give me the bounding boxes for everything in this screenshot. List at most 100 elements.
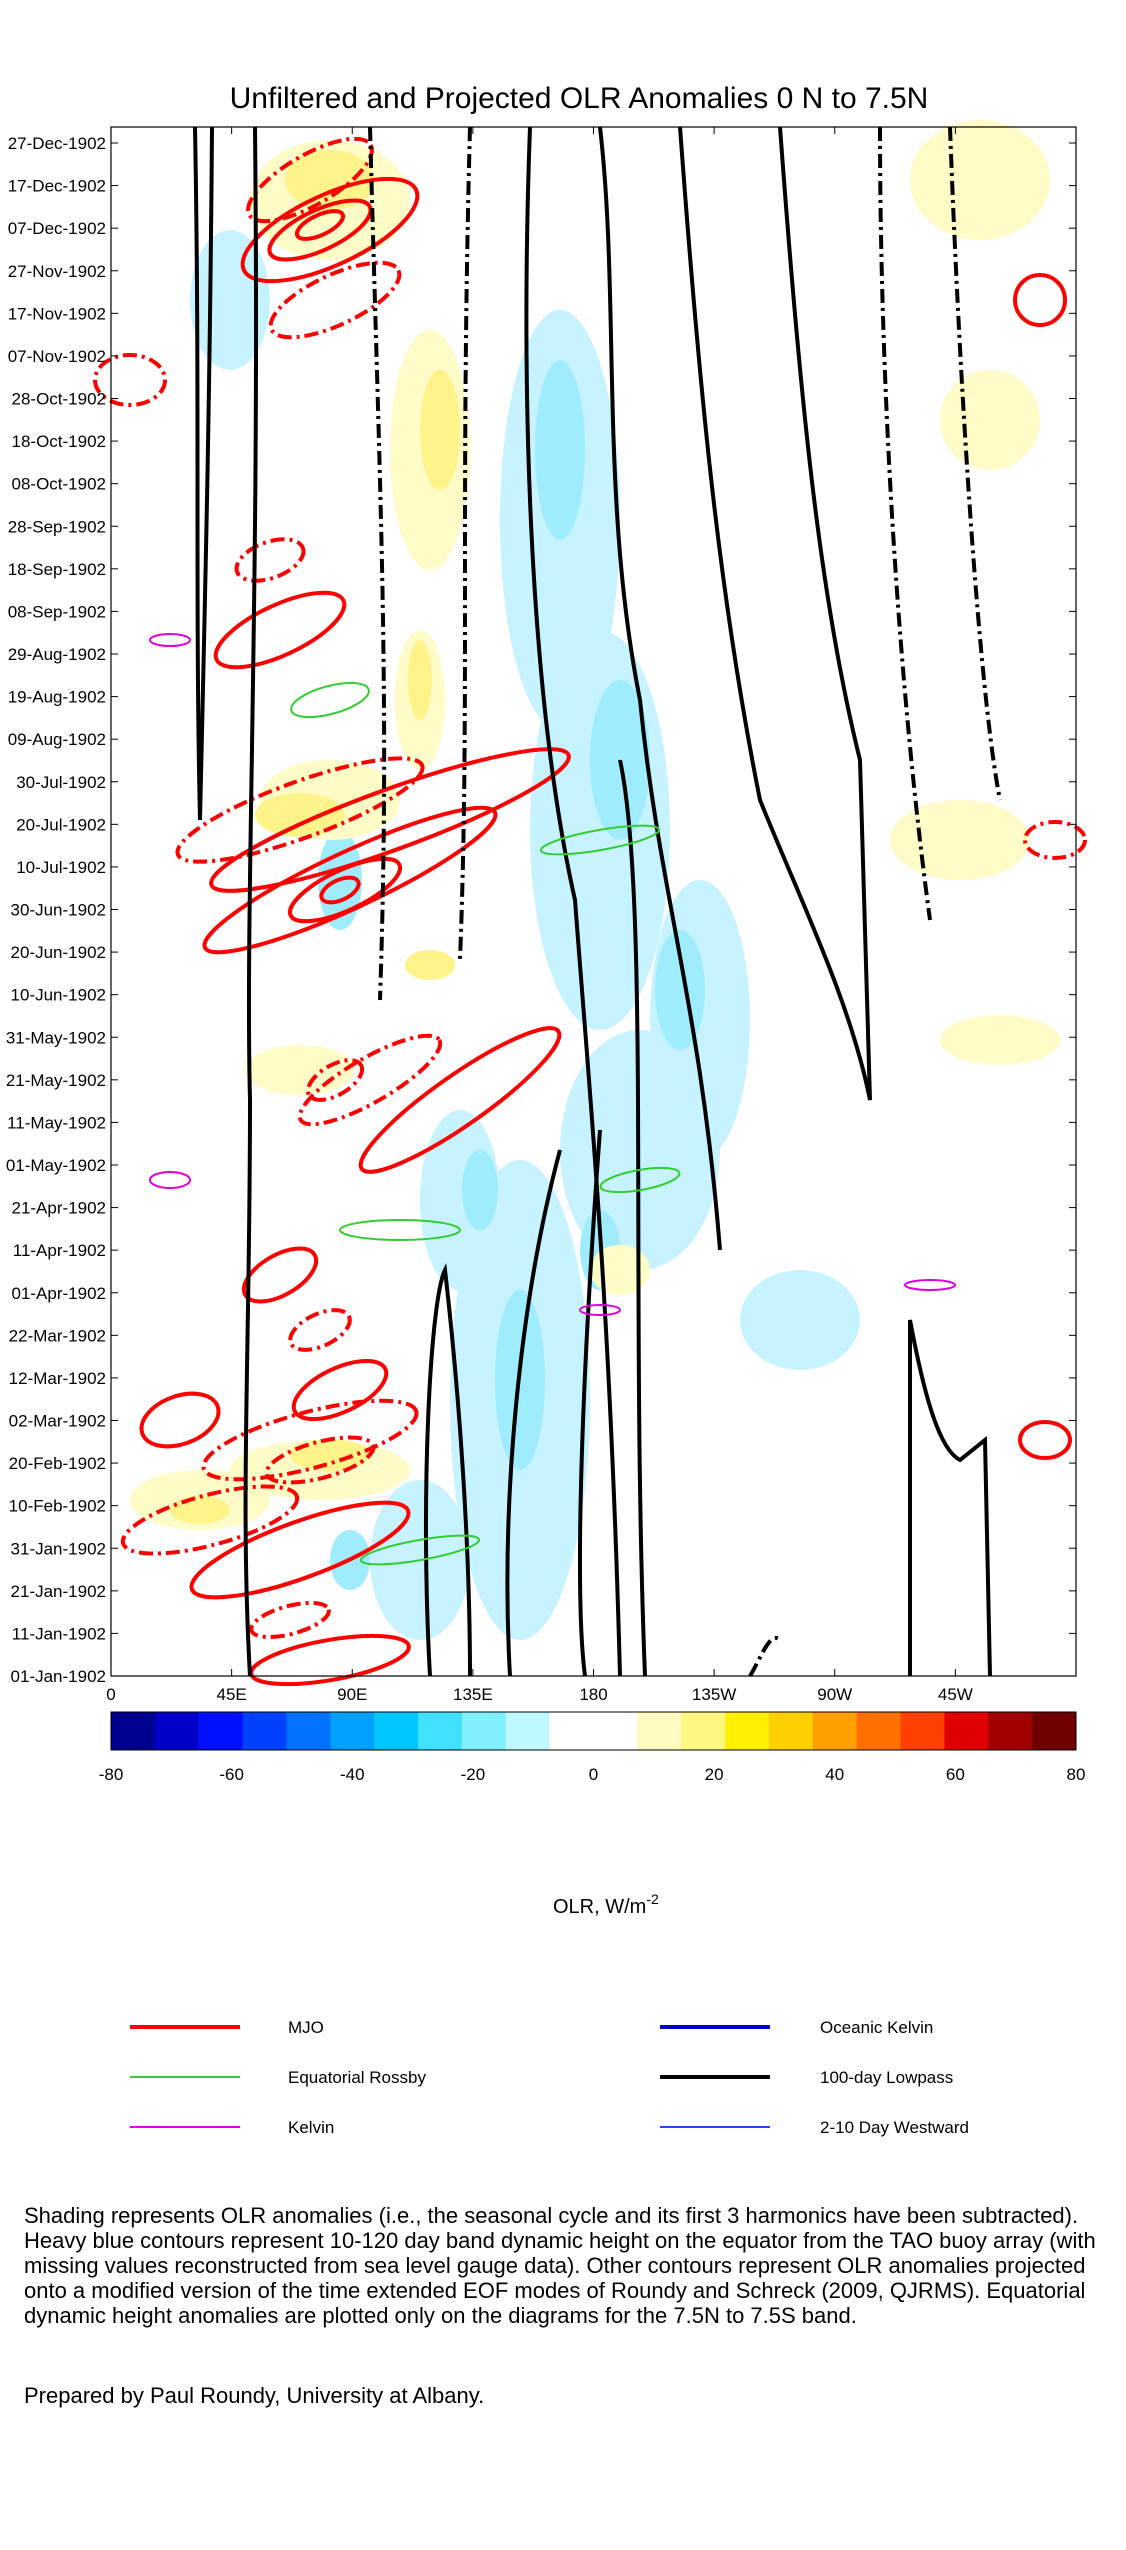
y-tick-label: 10-Feb-1902: [9, 1497, 106, 1516]
y-tick-label: 21-Apr-1902: [11, 1199, 106, 1218]
colorbar-tick-label: 80: [1067, 1765, 1086, 1784]
shading-region: [590, 1245, 650, 1295]
y-tick-label: 11-Jan-1902: [12, 1624, 106, 1643]
contour-line: [149, 633, 191, 647]
colorbar-cell: [637, 1712, 682, 1750]
contour-line: [268, 260, 402, 340]
y-tick-label: 01-May-1902: [6, 1156, 106, 1175]
colorbar-tick-label: 0: [589, 1765, 598, 1784]
contour-line: [243, 126, 259, 1677]
legend-label: Equatorial Rossby: [288, 2068, 426, 2087]
contour-line: [209, 747, 571, 893]
legend-label: MJO: [288, 2018, 324, 2037]
colorbar-cell: [330, 1712, 375, 1750]
colorbar-tick-label: 40: [825, 1765, 844, 1784]
contour-line: [305, 1058, 365, 1102]
shading-region: [420, 370, 460, 490]
shading-region: [290, 1439, 370, 1471]
contour-line: [193, 126, 214, 821]
shading-region: [940, 370, 1040, 470]
y-tick-label: 12-Mar-1902: [9, 1369, 106, 1388]
contour-line: [149, 1171, 191, 1189]
contour-line: [678, 126, 872, 1101]
colorbar-tick-label: 20: [705, 1765, 724, 1784]
colorbar-cell: [286, 1712, 331, 1750]
y-tick-label: 01-Apr-1902: [11, 1284, 106, 1303]
shading-region: [285, 150, 375, 210]
contour-line: [241, 1246, 319, 1304]
x-tick-label: 90E: [337, 1685, 367, 1704]
y-tick-label: 20-Feb-1902: [9, 1454, 106, 1473]
x-tick-label: 45E: [217, 1685, 247, 1704]
contour-line: [93, 353, 167, 407]
contour-line: [748, 1636, 782, 1678]
y-tick-label: 29-Aug-1902: [8, 645, 106, 664]
colorbar-cell: [725, 1712, 770, 1750]
legend-label: Kelvin: [288, 2118, 334, 2137]
colorbar-cell: [768, 1712, 814, 1750]
colorbar-cell: [856, 1712, 902, 1750]
contour-line: [908, 1319, 992, 1677]
shading-region: [535, 360, 585, 540]
y-tick-label: 27-Nov-1902: [8, 262, 106, 281]
colorbar-cell: [154, 1712, 200, 1750]
colorbar-tick-label: -20: [461, 1765, 486, 1784]
x-tick-label: 0: [106, 1685, 115, 1704]
y-tick-label: 08-Sep-1902: [8, 602, 106, 621]
contour-lines: [93, 126, 1087, 1687]
contour-line: [578, 1129, 602, 1677]
y-tick-label: 31-Jan-1902: [11, 1539, 106, 1558]
x-tick-label: 135W: [692, 1685, 736, 1704]
contour-line: [524, 126, 622, 1677]
x-tick-label: 135E: [453, 1685, 493, 1704]
shading-region: [255, 793, 345, 837]
y-tick-label: 28-Sep-1902: [8, 517, 106, 536]
contour-line: [319, 875, 361, 905]
contour-line: [287, 856, 403, 924]
y-tick-label: 28-Oct-1902: [12, 390, 107, 409]
contour-line: [246, 136, 374, 224]
contour-line: [598, 126, 722, 1251]
contour-line: [175, 756, 425, 864]
olr-shading: [130, 120, 1060, 1640]
credit-text: Prepared by Paul Roundy, University at A…: [24, 2383, 485, 2408]
y-tick-label: 11-Apr-1902: [13, 1241, 106, 1260]
chart-title: Unfiltered and Projected OLR Anomalies 0…: [230, 82, 929, 115]
colorbar-cell: [988, 1712, 1033, 1750]
y-tick-label: 11-May-1902: [7, 1113, 106, 1132]
y-tick-label: 18-Oct-1902: [12, 432, 107, 451]
y-tick-label: 31-May-1902: [6, 1028, 106, 1047]
colorbar-tick-label: -80: [99, 1765, 124, 1784]
colorbar-tick-label: 60: [946, 1765, 965, 1784]
contour-line: [139, 1391, 221, 1449]
legend-label: 100-day Lowpass: [820, 2068, 953, 2087]
contour-line: [1013, 273, 1067, 327]
contour-line: [297, 1033, 443, 1127]
colorbar-cell: [461, 1712, 507, 1750]
x-axis: 0 45E 90E 135E 180 135W 90W 45W: [106, 127, 973, 1704]
y-tick-label: 07-Dec-1902: [8, 219, 106, 238]
shading-region: [910, 120, 1050, 240]
contour-line: [234, 537, 306, 583]
shading-region: [740, 1270, 860, 1370]
colorbar-frame: [110, 1711, 1077, 1751]
y-tick-label: 09-Aug-1902: [8, 730, 106, 749]
colorbar-cell: [593, 1712, 638, 1750]
colorbar-cell: [900, 1712, 945, 1750]
y-tick-label: 22-Mar-1902: [9, 1326, 106, 1345]
contour-line: [1023, 820, 1087, 860]
colorbar-cell: [681, 1712, 726, 1750]
contour-line: [358, 1026, 562, 1174]
shading-region: [245, 1045, 355, 1095]
x-tick-label: 45W: [938, 1685, 973, 1704]
colorbar-label: OLR, W/m-2: [553, 1891, 659, 1918]
shading-region: [408, 640, 432, 720]
contour-line: [240, 176, 420, 284]
y-tick-label: 02-Mar-1902: [9, 1412, 106, 1431]
colorbar-tick-label: -40: [340, 1765, 365, 1784]
y-tick-label: 21-Jan-1902: [11, 1582, 106, 1601]
y-axis: 27-Dec-1902 17-Dec-1902 07-Dec-1902 27-Nov-…: [6, 134, 1076, 1686]
caption-text: Shading represents OLR anomalies (i.e., …: [24, 2203, 1096, 2328]
y-tick-label: 07-Nov-1902: [8, 347, 106, 366]
